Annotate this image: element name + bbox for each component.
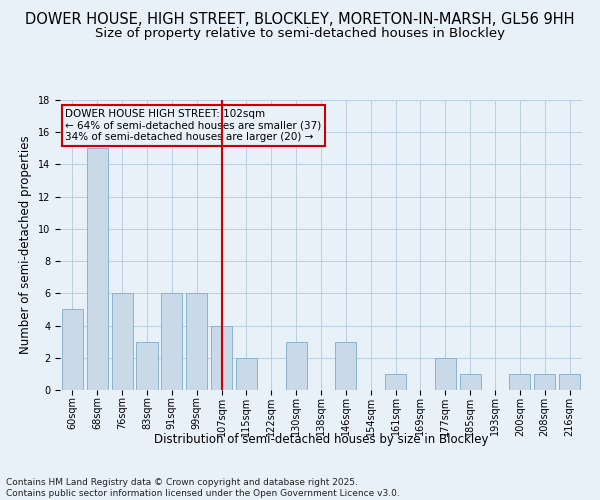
Bar <box>559 374 580 390</box>
Bar <box>136 342 158 390</box>
Bar <box>460 374 481 390</box>
Text: Contains HM Land Registry data © Crown copyright and database right 2025.
Contai: Contains HM Land Registry data © Crown c… <box>6 478 400 498</box>
Text: DOWER HOUSE, HIGH STREET, BLOCKLEY, MORETON-IN-MARSH, GL56 9HH: DOWER HOUSE, HIGH STREET, BLOCKLEY, MORE… <box>25 12 575 28</box>
Bar <box>236 358 257 390</box>
Bar <box>211 326 232 390</box>
Text: Size of property relative to semi-detached houses in Blockley: Size of property relative to semi-detach… <box>95 28 505 40</box>
Bar <box>435 358 456 390</box>
Bar <box>534 374 555 390</box>
Text: DOWER HOUSE HIGH STREET: 102sqm
← 64% of semi-detached houses are smaller (37)
3: DOWER HOUSE HIGH STREET: 102sqm ← 64% of… <box>65 108 322 142</box>
Bar <box>335 342 356 390</box>
Bar <box>87 148 108 390</box>
Text: Distribution of semi-detached houses by size in Blockley: Distribution of semi-detached houses by … <box>154 432 488 446</box>
Bar <box>509 374 530 390</box>
Bar <box>385 374 406 390</box>
Bar <box>186 294 207 390</box>
Bar <box>161 294 182 390</box>
Bar <box>62 310 83 390</box>
Y-axis label: Number of semi-detached properties: Number of semi-detached properties <box>19 136 32 354</box>
Bar <box>112 294 133 390</box>
Bar <box>286 342 307 390</box>
